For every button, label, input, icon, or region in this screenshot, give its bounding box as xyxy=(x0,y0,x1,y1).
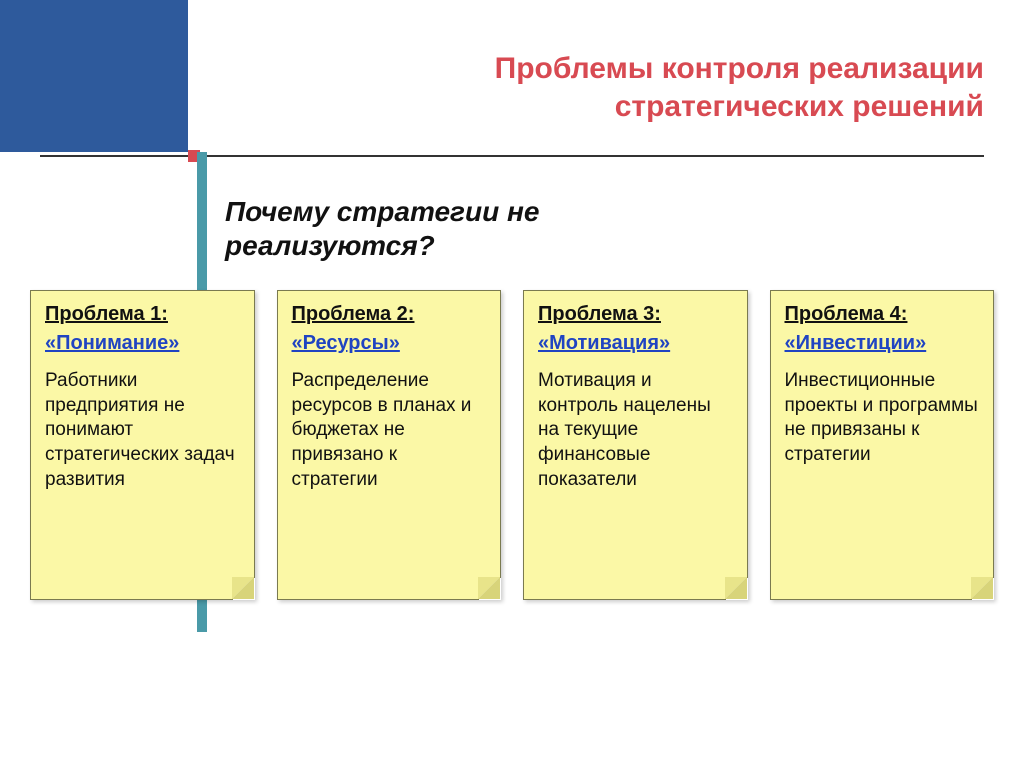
note-number: Проблема 1: xyxy=(45,303,240,326)
note-number: Проблема 3: xyxy=(538,303,733,326)
title-line-2: стратегических решений xyxy=(495,88,984,126)
note-corner xyxy=(479,578,501,600)
note-title: «Понимание» xyxy=(45,332,240,355)
note-fold-icon xyxy=(478,577,500,599)
horizontal-divider xyxy=(40,155,984,157)
note-number: Проблема 2: xyxy=(292,303,487,326)
note-title: «Инвестиции» xyxy=(785,332,980,355)
note-body: Работники предприятия не понимают страте… xyxy=(45,369,240,492)
note-number: Проблема 4: xyxy=(785,303,980,326)
sticky-note: Проблема 1: «Понимание» Работники предпр… xyxy=(30,290,255,600)
decorative-blue-block xyxy=(0,0,188,152)
note-body: Распределение ресурсов в планах и бюджет… xyxy=(292,369,487,492)
note-corner xyxy=(726,578,748,600)
subtitle-line-2: реализуются? xyxy=(225,229,539,263)
title-line-1: Проблемы контроля реализации xyxy=(495,50,984,88)
note-title: «Мотивация» xyxy=(538,332,733,355)
notes-row: Проблема 1: «Понимание» Работники предпр… xyxy=(30,290,994,600)
sticky-note: Проблема 3: «Мотивация» Мотивация и конт… xyxy=(523,290,748,600)
note-body: Мотивация и контроль нацелены на текущие… xyxy=(538,369,733,492)
subtitle-line-1: Почему стратегии не xyxy=(225,195,539,229)
slide-title: Проблемы контроля реализации стратегичес… xyxy=(495,50,984,125)
note-corner xyxy=(233,578,255,600)
sticky-note: Проблема 2: «Ресурсы» Распределение ресу… xyxy=(277,290,502,600)
note-fold-icon xyxy=(232,577,254,599)
note-fold-icon xyxy=(971,577,993,599)
note-body: Инвестиционные проекты и программы не пр… xyxy=(785,369,980,468)
note-title: «Ресурсы» xyxy=(292,332,487,355)
note-fold-icon xyxy=(725,577,747,599)
subtitle: Почему стратегии не реализуются? xyxy=(225,195,539,262)
sticky-note: Проблема 4: «Инвестиции» Инвестиционные … xyxy=(770,290,995,600)
note-corner xyxy=(972,578,994,600)
